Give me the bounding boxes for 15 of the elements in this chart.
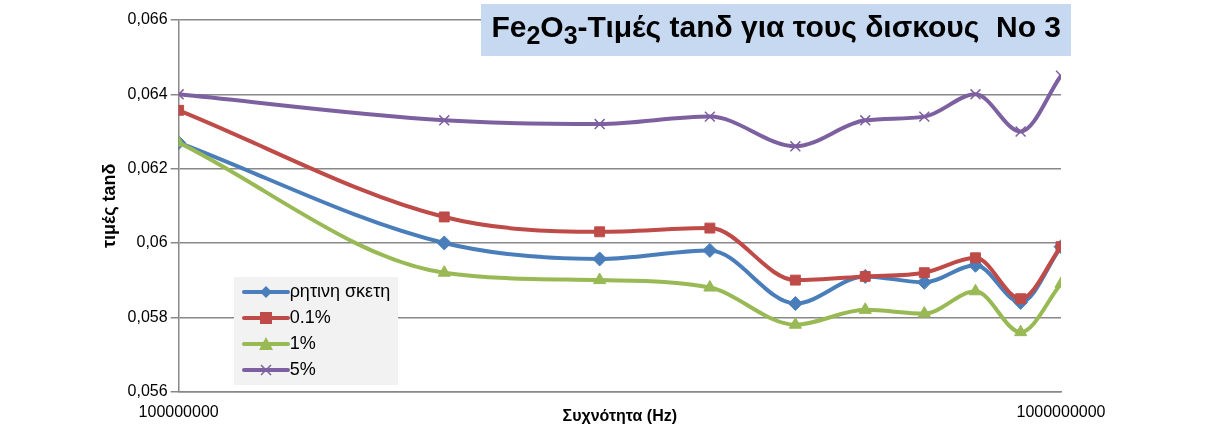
y-tick-label: 0,058 [127,307,168,325]
y-tick-label: 0,066 [127,10,168,28]
legend-label: 0.1% [289,307,331,329]
y-tick-label: 0,06 [136,233,168,251]
y-tick-label: 0,064 [127,84,168,102]
chart-title: Fe$_{2}$O$_{3}$-Τιμές tanδ για τους δισκους No 3 [481,4,1071,56]
x-tick-label: 1000000000 [1016,402,1106,420]
legend-label: 1% [289,333,316,355]
y-tick-label: 0,062 [127,159,168,177]
y-axis-title: τιμές tanδ [98,163,119,249]
y-tick-label: 0,056 [127,382,168,400]
legend-label: ρητινη σκετη [289,281,391,303]
x-tick-label: 100000000 [138,402,219,420]
legend-label: 5% [289,359,316,381]
x-axis-title: Συχνότητα (Hz) [562,406,678,424]
